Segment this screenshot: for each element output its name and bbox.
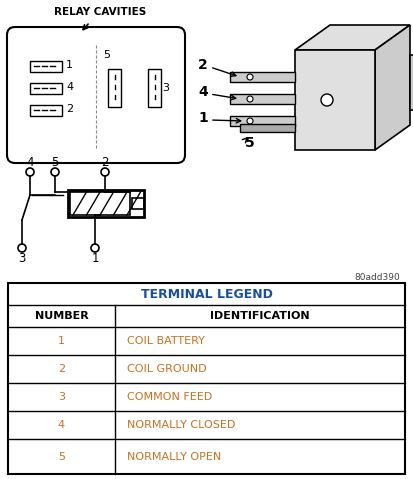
Text: RELAY CAVITIES: RELAY CAVITIES (54, 7, 146, 17)
Text: 5: 5 (58, 452, 65, 461)
Bar (240, 124, 295, 132)
Bar (148, 69, 161, 107)
Text: 80add390: 80add390 (354, 273, 400, 282)
Text: NORMALLY CLOSED: NORMALLY CLOSED (127, 420, 235, 430)
Text: 4: 4 (58, 420, 65, 430)
Circle shape (26, 168, 34, 176)
Text: 2: 2 (66, 104, 73, 114)
Text: 5: 5 (104, 50, 111, 60)
Text: NUMBER: NUMBER (35, 311, 88, 321)
Text: 1: 1 (91, 252, 99, 265)
Text: 4: 4 (198, 85, 208, 99)
Text: 2: 2 (58, 364, 65, 374)
Text: 1: 1 (198, 111, 208, 125)
Text: TERMINAL LEGEND: TERMINAL LEGEND (140, 287, 273, 300)
Circle shape (91, 244, 99, 252)
Circle shape (247, 96, 253, 102)
Circle shape (101, 168, 109, 176)
Bar (70, 192, 130, 215)
Bar (68, 190, 144, 217)
Bar (295, 50, 375, 150)
Circle shape (247, 74, 253, 80)
Text: 5: 5 (51, 156, 59, 169)
Bar (108, 69, 121, 107)
Text: 1: 1 (66, 60, 73, 70)
Text: NORMALLY OPEN: NORMALLY OPEN (127, 452, 221, 461)
Text: COMMON FEED: COMMON FEED (127, 392, 212, 402)
Text: 4: 4 (26, 156, 34, 169)
Text: IDENTIFICATION: IDENTIFICATION (210, 311, 310, 321)
Circle shape (51, 168, 59, 176)
Bar (230, 116, 295, 126)
Text: 2: 2 (101, 156, 109, 169)
Bar (30, 104, 62, 115)
Text: 3: 3 (18, 252, 26, 265)
Polygon shape (295, 25, 410, 50)
Text: 3: 3 (162, 83, 169, 93)
Bar (230, 94, 295, 104)
Text: 2: 2 (198, 58, 208, 72)
Text: 1: 1 (58, 336, 65, 346)
Text: COIL BATTERY: COIL BATTERY (127, 336, 205, 346)
Circle shape (18, 244, 26, 252)
Bar (132, 198, 144, 209)
Polygon shape (375, 25, 410, 150)
Text: 3: 3 (58, 392, 65, 402)
Bar (30, 60, 62, 71)
Bar (30, 82, 62, 93)
Bar (8, 283, 405, 474)
Text: 4: 4 (66, 82, 73, 92)
Bar (230, 72, 295, 82)
Text: COIL GROUND: COIL GROUND (127, 364, 206, 374)
Text: 5: 5 (245, 136, 255, 150)
Circle shape (247, 118, 253, 124)
FancyBboxPatch shape (7, 27, 185, 163)
Circle shape (321, 94, 333, 106)
Polygon shape (410, 55, 413, 110)
